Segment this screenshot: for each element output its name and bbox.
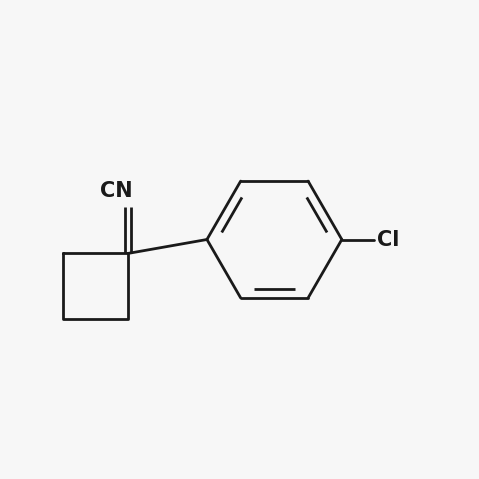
Text: CN: CN xyxy=(100,182,133,201)
Text: Cl: Cl xyxy=(376,229,399,250)
